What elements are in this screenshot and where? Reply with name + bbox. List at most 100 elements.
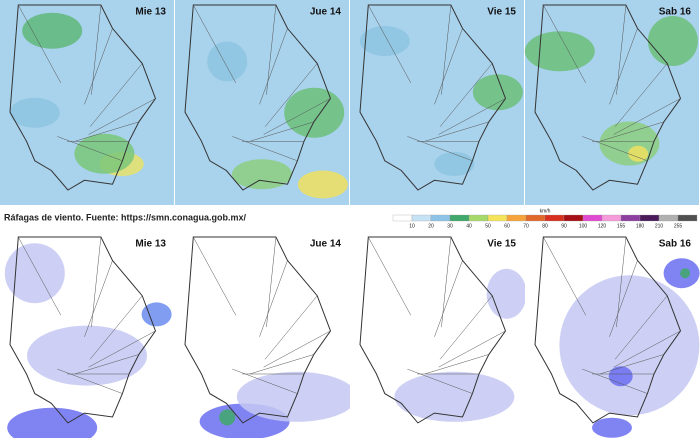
- legend-label: 180: [636, 223, 645, 229]
- state-outline: [184, 4, 332, 191]
- municipal-border: [441, 236, 452, 328]
- weather-area: [680, 268, 691, 279]
- municipal-border: [441, 4, 452, 95]
- municipal-border: [614, 295, 668, 360]
- state-outline: [9, 236, 157, 424]
- legend-label: 80: [542, 223, 548, 229]
- weather-area: [647, 16, 698, 66]
- municipal-border: [407, 368, 473, 394]
- weather-area: [232, 159, 292, 190]
- caption: Ráfagas de viento. Fuente: https://smn.c…: [4, 212, 247, 222]
- legend-swatch: [430, 214, 451, 222]
- weather-area: [592, 417, 632, 438]
- state-outline: [534, 4, 682, 191]
- municipal-border: [407, 136, 473, 162]
- weather-area: [74, 133, 135, 174]
- weather-area: [4, 243, 65, 304]
- municipal-border: [74, 354, 140, 375]
- municipal-border: [438, 330, 506, 368]
- municipal-border: [266, 236, 277, 328]
- legend-swatch: [582, 214, 603, 222]
- legend-label: 255: [674, 223, 683, 229]
- panel-label: Mie 13: [135, 7, 166, 18]
- legend-swatch: [563, 214, 584, 222]
- weather-area: [236, 371, 357, 422]
- municipal-border: [232, 136, 298, 162]
- municipal-border: [266, 4, 277, 95]
- municipal-border: [232, 368, 298, 394]
- municipal-border: [263, 330, 331, 368]
- legend-label: 70: [523, 223, 529, 229]
- legend-swatch: [658, 214, 679, 222]
- municipal-border: [582, 368, 648, 394]
- panel-label: Jue 14: [310, 239, 342, 250]
- legend-swatch: [487, 214, 508, 222]
- municipal-border: [193, 4, 237, 84]
- municipal-border: [84, 28, 113, 105]
- municipal-border: [543, 4, 587, 84]
- municipal-border: [599, 354, 665, 375]
- legend-swatch: [449, 214, 470, 222]
- municipal-border: [424, 354, 490, 375]
- map-panel: Sab 16: [524, 0, 699, 205]
- weather-area: [219, 409, 236, 426]
- legend-swatch: [620, 214, 641, 222]
- legend-unit: km/h: [540, 208, 551, 214]
- legend-swatch: [506, 214, 527, 222]
- municipal-border: [599, 121, 665, 142]
- municipal-border: [84, 260, 113, 337]
- legend-label: 120: [598, 223, 607, 229]
- municipal-border: [614, 63, 668, 127]
- weather-area: [394, 371, 515, 422]
- municipal-border: [57, 368, 123, 394]
- map-panel: Mie 13: [0, 232, 174, 438]
- municipal-border: [74, 121, 140, 142]
- panel-label: Jue 14: [310, 7, 342, 18]
- municipal-border: [439, 63, 493, 127]
- municipal-border: [89, 295, 143, 360]
- state-outline: [534, 236, 682, 424]
- municipal-border: [259, 260, 288, 337]
- municipal-border: [609, 260, 638, 337]
- municipal-border: [368, 236, 412, 316]
- weather-area: [559, 275, 700, 416]
- legend-label: 100: [579, 223, 588, 229]
- legend-label: 20: [428, 223, 434, 229]
- municipal-border: [57, 136, 123, 162]
- map-panel: Jue 14: [175, 0, 349, 205]
- weather-area: [27, 325, 147, 386]
- weather-area: [486, 268, 527, 319]
- municipal-border: [91, 236, 102, 328]
- weather-area: [284, 87, 345, 138]
- weather-area: [608, 366, 633, 387]
- weather-area: [524, 31, 595, 72]
- municipal-border: [263, 98, 331, 135]
- weather-area: [22, 12, 83, 49]
- municipal-border: [259, 28, 288, 105]
- weather-area: [297, 170, 348, 199]
- legend-swatch: [639, 214, 660, 222]
- municipal-border: [543, 236, 587, 316]
- legend-swatch: [392, 214, 413, 222]
- panel-label: Mie 13: [135, 239, 166, 250]
- legend-label: 90: [561, 223, 567, 229]
- legend-swatch: [468, 214, 489, 222]
- municipal-border: [368, 4, 412, 84]
- panel-label: Vie 15: [487, 239, 516, 250]
- weather-area: [628, 145, 649, 162]
- municipal-border: [18, 236, 62, 316]
- map-panel: Jue 14: [175, 232, 357, 438]
- municipal-border: [193, 236, 237, 316]
- municipal-border: [91, 4, 102, 95]
- municipal-border: [249, 354, 315, 375]
- municipal-border: [249, 121, 315, 142]
- municipal-border: [88, 98, 156, 135]
- weather-area: [434, 152, 475, 176]
- municipal-border: [582, 136, 648, 162]
- weather-area: [141, 302, 172, 327]
- legend-label: 155: [617, 223, 626, 229]
- legend-label: 50: [485, 223, 491, 229]
- panel-label: Sab 16: [659, 239, 692, 250]
- weather-area: [9, 97, 60, 128]
